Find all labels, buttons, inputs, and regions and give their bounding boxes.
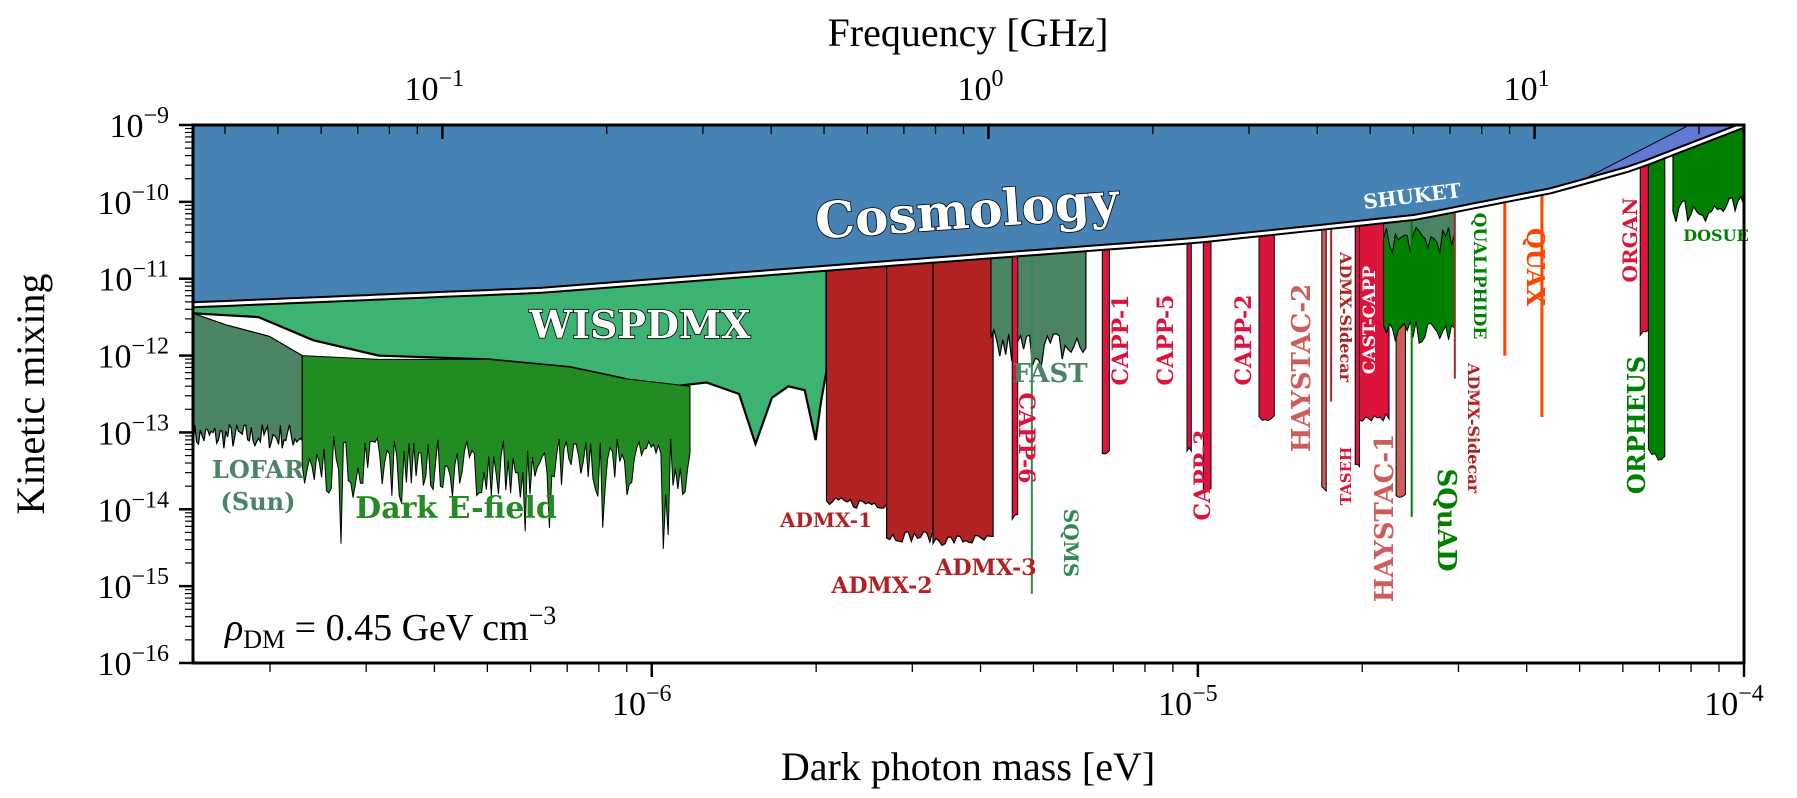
rho-subscript: DM bbox=[243, 625, 285, 654]
y-tick-base: 10 bbox=[97, 569, 131, 606]
y-tick-base: 10 bbox=[97, 415, 131, 452]
rho-exponent: −3 bbox=[529, 601, 557, 630]
y-tick-label: 10−12 bbox=[97, 334, 169, 376]
density-annotation: ρDM = 0.45 GeV cm−3 bbox=[224, 601, 556, 654]
cosmology-boundary bbox=[193, 125, 1744, 307]
y-tick-base: 10 bbox=[109, 108, 143, 145]
label-qualiphide: QUALIPHIDE bbox=[1469, 213, 1489, 340]
rho-symbol: ρ bbox=[224, 607, 243, 649]
top-tick-exponent: 0 bbox=[991, 66, 1003, 92]
x-tick-exponent: −5 bbox=[1192, 681, 1218, 707]
top-tick-label: 10−1 bbox=[405, 66, 465, 108]
label-wispdmx: WISPDMX bbox=[529, 302, 751, 347]
label-quax: QUAX bbox=[1521, 228, 1550, 307]
label-organ: ORGAN bbox=[1618, 198, 1642, 283]
top-tick-label: 100 bbox=[957, 66, 1003, 108]
axes: 10−910−1010−1110−1210−1310−1410−1510−161… bbox=[97, 66, 1763, 723]
y-tick-base: 10 bbox=[97, 339, 131, 376]
label-admx-2: ADMX-2 bbox=[830, 573, 932, 599]
y-tick-label: 10−9 bbox=[109, 103, 169, 145]
plot-frame bbox=[191, 123, 1746, 665]
label-fast: FAST bbox=[1012, 359, 1088, 389]
y-tick-base: 10 bbox=[97, 492, 131, 529]
y-tick-base: 10 bbox=[98, 262, 132, 299]
y-tick-label: 10−13 bbox=[97, 410, 169, 452]
x-tick-label: 10−6 bbox=[612, 681, 672, 723]
y-tick-exponent: −10 bbox=[131, 180, 169, 206]
region-admx-1 bbox=[825, 265, 888, 509]
y-tick-exponent: −13 bbox=[131, 410, 169, 436]
label-capp-6: CAPP-6 bbox=[1013, 393, 1039, 484]
region-haystac-2 bbox=[1321, 227, 1327, 493]
y-tick-exponent: −9 bbox=[143, 103, 169, 129]
label-sqms: SQMS bbox=[1059, 509, 1083, 577]
top-axis-title: Frequency [GHz] bbox=[828, 10, 1109, 55]
label-capp-2: CAPP-2 bbox=[1231, 295, 1257, 386]
x-axis-title: Dark photon mass [eV] bbox=[781, 744, 1155, 789]
label-admx-sidecar: ADMX-Sidecar bbox=[1336, 251, 1355, 383]
label-orpheus: ORPHEUS bbox=[1622, 356, 1651, 494]
label-haystac-1: HAYSTAC-1 bbox=[1370, 434, 1400, 602]
y-tick-exponent: −11 bbox=[132, 257, 169, 283]
y-tick-label: 10−15 bbox=[97, 564, 169, 606]
label-admx-3: ADMX-3 bbox=[934, 555, 1036, 581]
label-capp-5: CAPP-5 bbox=[1153, 295, 1179, 386]
top-tick-exponent: 1 bbox=[1538, 66, 1550, 92]
y-tick-base: 10 bbox=[97, 185, 131, 222]
y-tick-exponent: −15 bbox=[131, 564, 169, 590]
region-cosmology bbox=[193, 125, 1744, 305]
y-tick-label: 10−16 bbox=[97, 641, 169, 683]
region-dark-e-field bbox=[301, 355, 691, 549]
top-tick-exponent: −1 bbox=[439, 66, 465, 92]
label-capp-1: CAPP-1 bbox=[1108, 295, 1134, 386]
x-tick-base: 10 bbox=[1158, 686, 1192, 723]
region-fast bbox=[990, 250, 1087, 369]
top-tick-label: 101 bbox=[1504, 66, 1550, 108]
label-squad: SQuAD bbox=[1431, 468, 1461, 571]
label-dark-e-field: Dark E-field bbox=[355, 491, 557, 526]
plot-area bbox=[193, 125, 1744, 594]
x-tick-base: 10 bbox=[1704, 686, 1738, 723]
label-admx-sidecar-2: ADMX-Sidecar bbox=[1464, 362, 1483, 494]
label-haystac-2: HAYSTAC-2 bbox=[1287, 284, 1317, 452]
y-axis-title: Kinetic mixing bbox=[8, 273, 53, 514]
y-tick-label: 10−14 bbox=[97, 487, 169, 529]
top-tick-base: 10 bbox=[957, 71, 991, 108]
y-tick-exponent: −16 bbox=[131, 641, 169, 667]
label-capp-3: CAPP-3 bbox=[1190, 430, 1216, 521]
label-dosue: DOSUE bbox=[1683, 226, 1749, 245]
x-tick-exponent: −6 bbox=[646, 681, 672, 707]
region-capp-5 bbox=[1186, 242, 1192, 454]
y-tick-label: 10−11 bbox=[98, 257, 169, 299]
region-lofar bbox=[193, 312, 303, 450]
x-tick-exponent: −4 bbox=[1738, 681, 1764, 707]
label-admx-1: ADMX-1 bbox=[779, 508, 872, 532]
region-capp-2 bbox=[1258, 233, 1275, 422]
svg-text:ρDM = 0.45 GeV cm−3: ρDM = 0.45 GeV cm−3 bbox=[224, 601, 556, 654]
rho-value: = 0.45 GeV cm bbox=[285, 607, 528, 649]
y-tick-exponent: −12 bbox=[131, 334, 169, 360]
label-taseh: TASEH bbox=[1337, 447, 1355, 505]
region-admx-2 bbox=[886, 261, 934, 544]
region-admx-3 bbox=[932, 257, 994, 547]
top-tick-base: 10 bbox=[405, 71, 439, 108]
y-tick-exponent: −14 bbox=[131, 487, 169, 513]
label-cast-capp: CAST-CAPP bbox=[1360, 266, 1380, 374]
x-tick-label: 10−4 bbox=[1704, 681, 1764, 723]
top-tick-base: 10 bbox=[1504, 71, 1538, 108]
y-tick-label: 10−10 bbox=[97, 180, 169, 222]
x-tick-label: 10−5 bbox=[1158, 681, 1218, 723]
label-lofar: LOFAR bbox=[212, 455, 305, 484]
label-lofar-sun: (Sun) bbox=[221, 487, 296, 516]
y-tick-base: 10 bbox=[97, 646, 131, 683]
x-tick-base: 10 bbox=[612, 686, 646, 723]
